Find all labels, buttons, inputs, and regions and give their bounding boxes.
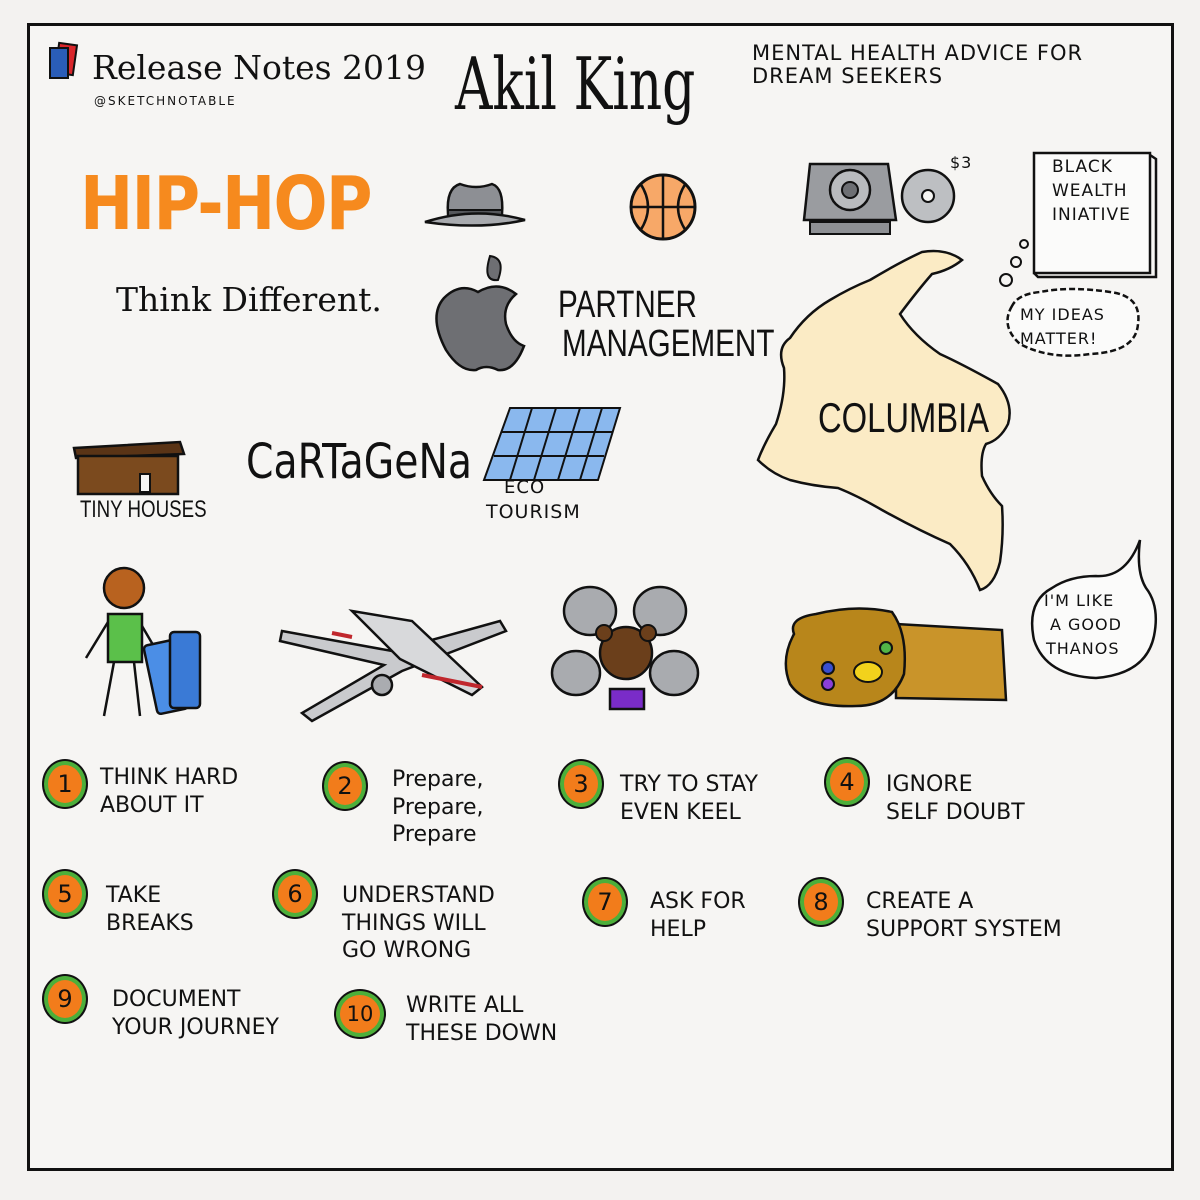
think-different-label: Think Different. [116,280,382,319]
step-8-text: CREATE a SUPPORT SYSTEM [866,888,1062,943]
speaker-name: Akil King [455,42,696,126]
step-6-line-2: THINGS WILL [342,910,486,936]
step-9-line-2: YOUR JOURNEY [112,1014,279,1040]
step-2-line-2: Prepare, [392,794,484,820]
step-4-text: IGNORE SELF DOUBT [886,771,1025,826]
thought-bubble-icon [999,239,1140,357]
step-9-number: 9 [44,976,86,1022]
step-9-text: DOCUMENT YOUR JOURNEY [112,986,279,1041]
step-3-text: TRY TO STAY EVEN KEEL [620,771,758,826]
step-5-number: 5 [44,871,86,917]
sketchnote-canvas: Release Notes 2019 @SKETCHNOTABLE Akil K… [27,23,1174,1171]
step-4-number: 4 [826,759,868,805]
step-5-line-1: TAKE [106,883,162,908]
step-1-line-2: ABOUT IT [100,792,204,818]
eco-line-2: TOURISM [486,501,581,523]
step-4-line-1: IGNORE [886,772,973,797]
step-8-line-2: SUPPORT SYSTEM [866,916,1062,942]
step-10-number: 10 [336,991,384,1037]
traveler-icon [84,566,202,717]
brand-title: Release Notes 2019 [92,48,427,87]
black-wealth-line-2: WEALTH [1052,181,1128,201]
hip-hop-label: HIP-HOP [80,161,373,247]
step-10-text: WRITE ALL THESE DOWN [406,992,557,1047]
step-2-number: 2 [324,763,366,809]
step-6-number: 6 [274,871,316,917]
tiny-house-icon [72,440,186,496]
thanos-line-3: THANOS [1046,639,1120,658]
step-7-number: 7 [584,879,626,925]
black-wealth-line-1: BLACK [1052,157,1113,177]
step-6-line-3: GO WRONG [342,938,472,963]
game-disc-icon [900,168,956,224]
step-8-number: 8 [800,879,842,925]
fedora-hat-icon [424,182,526,227]
thanos-line-2: A GOOD [1050,615,1122,634]
talk-subtitle: MENTAL HEALTH ADVICE FOR DREAM SEEKERS [752,41,1084,89]
book-icon [1032,151,1158,279]
sketchnotable-logo-icon [49,41,79,79]
step-4-line-2: SELF DOUBT [886,799,1025,825]
step-8-line-1: CREATE a [866,889,974,914]
step-6-text: UNDERSTAND THINGS WILL GO WRONG [342,882,495,965]
step-1-line-1: THINK HARD [100,765,239,790]
my-ideas-line-2: MATTER! [1020,329,1098,348]
thanos-line-1: I'M LIKE [1044,591,1115,610]
apple-logo-icon [435,254,526,372]
solar-panel-icon [482,407,622,481]
thinking-girl-icon [550,585,700,711]
step-7-line-1: ASK FOR [650,889,746,914]
basketball-icon [629,173,697,241]
country-label: COLUMBIA [818,394,990,441]
step-2-text: Prepare, Prepare, Prepare [392,766,484,849]
price-label: $3 [950,153,973,172]
step-5-text: TAKE BREAKS [106,882,194,937]
step-1-text: THINK HARD ABOUT IT [100,764,238,819]
infinity-gauntlet-icon [784,607,1008,708]
x-wing-icon [278,609,508,723]
eco-line-1: ECO [504,477,546,498]
step-7-line-2: HELP [650,916,706,942]
step-10-line-1: WRITE ALL [406,993,524,1018]
step-2-line-1: Prepare, [392,767,484,792]
step-2-line-3: Prepare [392,822,477,847]
step-10-line-2: THESE DOWN [406,1020,558,1046]
step-5-line-2: BREAKS [106,910,194,936]
step-3-line-1: TRY TO STAY [620,772,758,797]
colombia-map-icon [756,249,1011,592]
speech-bubble-icon [1030,539,1157,680]
my-ideas-line-1: MY IDEAS [1020,305,1105,324]
brand-handle: @SKETCHNOTABLE [94,94,237,108]
step-1-number: 1 [44,761,86,807]
partner-line-2: MANAGEMENT [562,323,775,365]
cartagena-label: CaRTaGeNa [246,434,473,490]
black-wealth-line-3: INIATIVE [1052,205,1131,225]
game-console-icon [802,162,898,235]
step-9-line-1: DOCUMENT [112,987,241,1012]
partner-line-1: PARTNER [558,284,697,326]
step-3-number: 3 [560,761,602,807]
step-7-text: ASK FOR HELP [650,888,746,943]
tiny-houses-label: TINY HOUSES [80,496,207,523]
step-6-line-1: UNDERSTAND [342,883,495,908]
step-3-line-2: EVEN KEEL [620,799,741,825]
